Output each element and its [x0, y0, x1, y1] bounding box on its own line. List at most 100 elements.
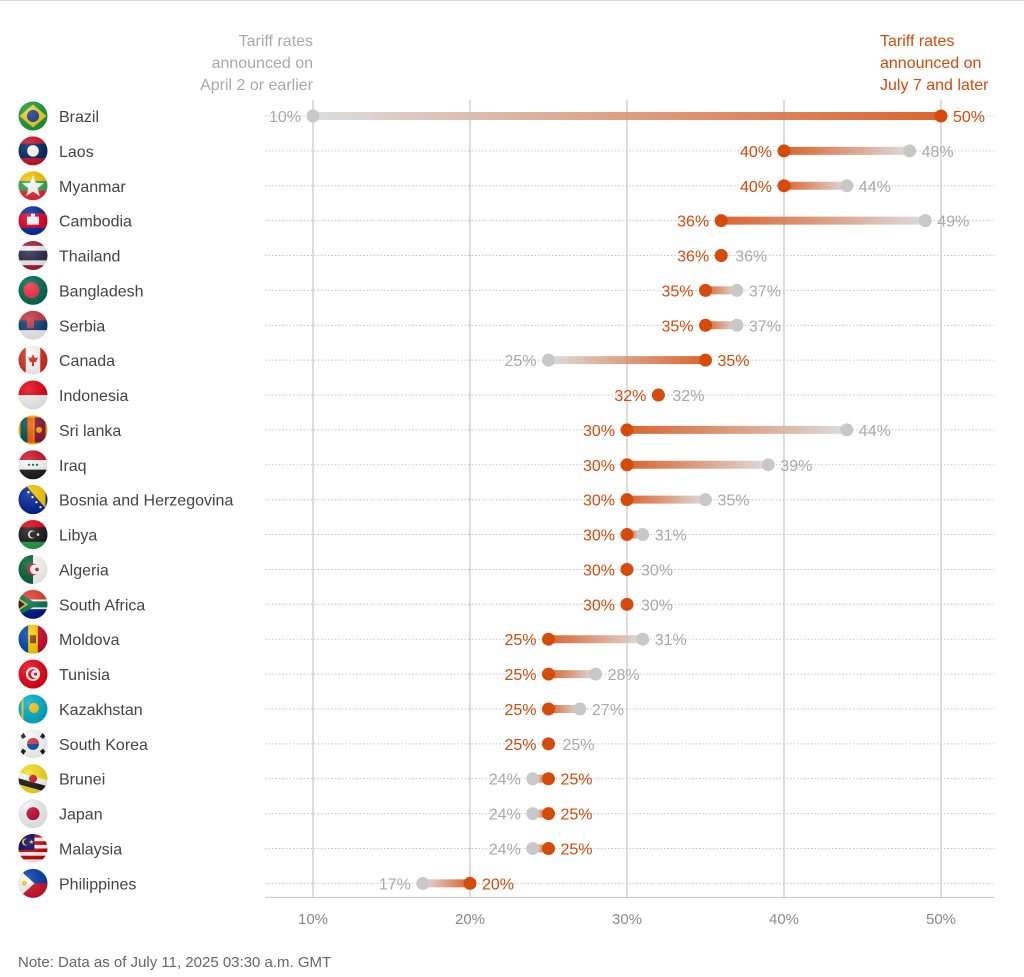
new-rate-dot	[934, 109, 948, 123]
row-south-africa: South Africa 30% 30%	[18, 589, 673, 619]
old-rate-label: 10%	[269, 109, 301, 126]
country-name: Tunisia	[59, 667, 110, 684]
old-rate-dot	[730, 318, 744, 332]
new-rate-label: 40%	[740, 144, 772, 161]
new-rate-dot	[620, 423, 634, 437]
old-rate-dot	[636, 632, 650, 646]
row-south-korea: South Korea 25% 25%	[18, 729, 595, 759]
old-rate-label: 39%	[780, 458, 812, 475]
new-rate-label: 25%	[504, 667, 536, 684]
old-rate-label: 49%	[937, 214, 969, 231]
old-rate-dot	[730, 283, 744, 297]
row-serbia: Serbia 37% 35%	[18, 310, 781, 340]
new-rate-dot	[542, 632, 555, 646]
new-rate-dot	[777, 144, 791, 158]
country-name: Iraq	[59, 458, 87, 475]
new-rate-dot	[699, 318, 712, 332]
row-bosnia-and-herzegovina: Bosnia and Herzegovina 35% 30%	[18, 485, 750, 515]
new-rate-label: 20%	[482, 876, 514, 893]
row-canada: Canada 25% 35%	[18, 345, 750, 375]
old-rate-label: 35%	[718, 493, 750, 510]
new-rate-dot	[777, 179, 791, 193]
old-rate-label: 31%	[655, 632, 687, 649]
old-rate-dot	[636, 528, 650, 542]
row-tunisia: Tunisia 28% 25%	[18, 659, 640, 689]
new-rate-label: 25%	[561, 772, 593, 789]
row-philippines: Philippines 17% 20%	[18, 868, 514, 898]
old-rate-label: 37%	[749, 318, 781, 335]
new-rate-dot	[542, 702, 555, 716]
old-rate-dot	[589, 667, 603, 681]
row-libya: Libya 31% 30%	[18, 520, 687, 550]
tariff-dumbbell-chart: Tariff rates announced on April 2 or earli…	[18, 33, 994, 928]
new-rate-label: 36%	[677, 249, 709, 266]
country-name: South Korea	[59, 737, 148, 754]
old-rate-dot	[306, 109, 320, 123]
country-name: Myanmar	[59, 179, 126, 196]
row-cambodia: Cambodia 49% 36%	[18, 206, 969, 236]
new-rate-label: 32%	[614, 388, 646, 405]
row-moldova: Moldova 31% 25%	[18, 624, 687, 654]
x-axis: 10% 20% 30% 40% 50%	[265, 896, 994, 928]
rows: Brazil 10% 50% Laos 48% 40% Myanmar 44% 40% Cambo…	[18, 101, 985, 898]
old-rate-label: 30%	[641, 597, 673, 614]
row-sri-lanka: Sri lanka 44% 30%	[18, 415, 891, 445]
old-rate-label: 24%	[489, 841, 521, 858]
new-rate-dot	[699, 353, 712, 367]
new-rate-label: 30%	[583, 458, 615, 475]
new-rate-label: 35%	[718, 353, 750, 370]
new-rate-label: 36%	[677, 214, 709, 231]
row-indonesia: Indonesia 32% 32%	[18, 380, 704, 410]
old-rate-dot	[542, 353, 555, 367]
country-name: Libya	[59, 528, 97, 545]
country-name: Japan	[59, 807, 103, 824]
old-rate-dot	[840, 179, 854, 193]
country-name: Indonesia	[59, 388, 128, 405]
new-series-label-line: Tariff rates	[880, 33, 954, 50]
old-rate-label: 36%	[735, 249, 767, 266]
row-kazakhstan: Kazakhstan 27% 25%	[18, 694, 624, 724]
old-rate-label: 24%	[489, 807, 521, 824]
country-name: Canada	[59, 353, 115, 370]
old-rate-label: 28%	[608, 667, 640, 684]
new-rate-label: 25%	[504, 737, 536, 754]
row-laos: Laos 48% 40%	[18, 136, 954, 166]
country-name: Bosnia and Herzegovina	[59, 493, 233, 510]
row-brunei: Brunei 24% 25%	[18, 764, 593, 794]
old-series-label-line: announced on	[212, 55, 313, 72]
new-series-label-line: July 7 and later	[880, 77, 989, 94]
country-name: Cambodia	[59, 214, 132, 231]
new-rate-dot	[463, 876, 477, 890]
row-iraq: Iraq 39% 30%	[18, 450, 812, 480]
country-name: Thailand	[59, 249, 120, 266]
old-rate-label: 17%	[379, 876, 411, 893]
row-brazil: Brazil 10% 50%	[18, 101, 985, 131]
new-rate-dot	[620, 493, 634, 507]
new-rate-dot	[714, 214, 728, 228]
country-name: Philippines	[59, 876, 136, 893]
new-rate-label: 25%	[561, 841, 593, 858]
country-name: Brazil	[59, 109, 99, 126]
top-divider	[0, 0, 1024, 1]
new-rate-label: 25%	[504, 632, 536, 649]
new-rate-label: 25%	[504, 702, 536, 719]
new-rate-label: 30%	[583, 528, 615, 545]
country-name: South Africa	[59, 597, 145, 614]
new-rate-dot	[542, 772, 555, 786]
x-tick-label: 40%	[769, 911, 799, 928]
old-rate-label: 37%	[749, 283, 781, 300]
old-rate-dot	[918, 214, 932, 228]
new-rate-dot	[542, 737, 555, 751]
new-rate-dot	[699, 283, 712, 297]
old-rate-dot	[526, 841, 540, 855]
x-tick-label: 10%	[298, 911, 328, 928]
country-name: Malaysia	[59, 841, 122, 858]
row-thailand: Thailand 36% 36%	[18, 241, 767, 271]
new-rate-dot	[620, 562, 634, 576]
data-note: Note: Data as of July 11, 2025 03:30 a.m…	[18, 954, 332, 971]
country-name: Moldova	[59, 632, 120, 649]
new-series-label-line: announced on	[880, 55, 981, 72]
new-rate-dot	[542, 667, 555, 681]
old-rate-dot	[903, 144, 917, 158]
new-rate-label: 25%	[561, 807, 593, 824]
